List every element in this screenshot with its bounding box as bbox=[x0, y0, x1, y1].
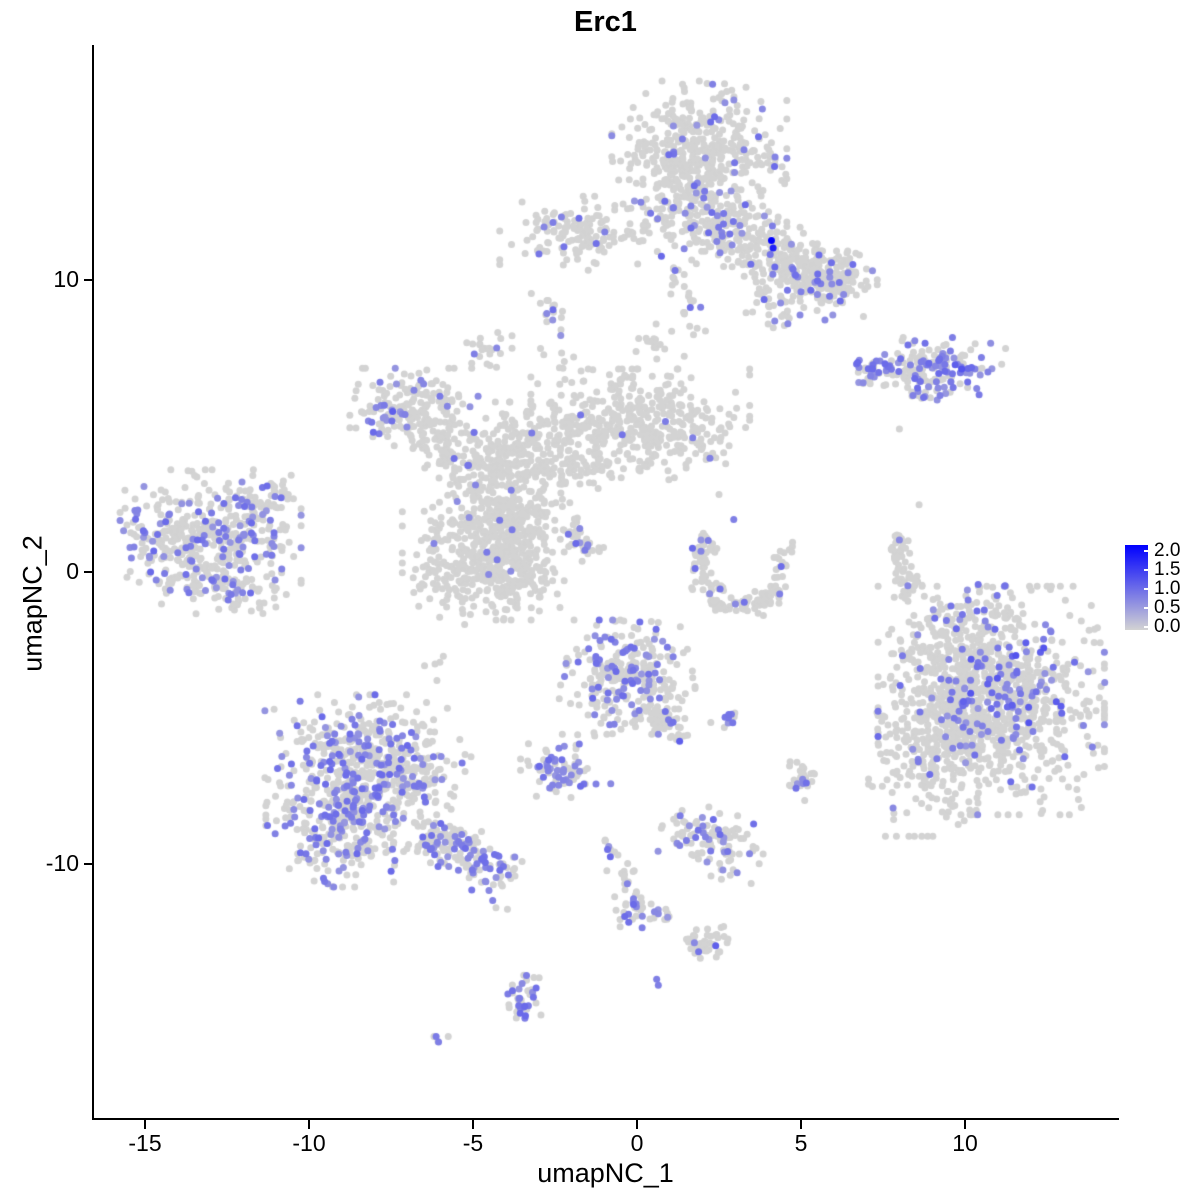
y-axis-line bbox=[92, 45, 94, 1120]
x-tick-label: -5 bbox=[462, 1130, 484, 1156]
y-tick-label: -10 bbox=[45, 850, 79, 876]
y-tick bbox=[84, 571, 93, 573]
legend-tick-label: 0.0 bbox=[1154, 616, 1181, 637]
legend-tick bbox=[1144, 588, 1148, 590]
x-tick bbox=[964, 1120, 966, 1129]
legend-tick bbox=[1144, 607, 1148, 609]
y-tick-label: 0 bbox=[66, 558, 79, 584]
x-tick bbox=[800, 1120, 802, 1129]
legend-gradient-bar bbox=[1125, 545, 1148, 630]
legend-tick bbox=[1144, 569, 1148, 571]
legend-tick-label: 0.5 bbox=[1154, 597, 1181, 618]
x-tick-label: -10 bbox=[292, 1130, 326, 1156]
y-axis-title: umapNC_2 bbox=[17, 535, 48, 672]
legend-tick-label: 1.5 bbox=[1154, 559, 1181, 580]
x-tick bbox=[472, 1120, 474, 1129]
plot-title: Erc1 bbox=[574, 6, 637, 38]
x-tick-label: -15 bbox=[128, 1130, 162, 1156]
legend-tick-label: 2.0 bbox=[1154, 540, 1181, 561]
legend-tick bbox=[1144, 626, 1148, 628]
y-tick-label: 10 bbox=[53, 266, 79, 292]
x-axis-line bbox=[92, 1118, 1119, 1120]
x-tick-label: 5 bbox=[794, 1130, 808, 1156]
x-tick-label: 10 bbox=[952, 1130, 978, 1156]
y-tick bbox=[84, 279, 93, 281]
legend-tick-label: 1.0 bbox=[1154, 578, 1181, 599]
x-tick bbox=[636, 1120, 638, 1129]
y-tick bbox=[84, 863, 93, 865]
legend-tick bbox=[1144, 550, 1148, 552]
x-tick bbox=[144, 1120, 146, 1129]
x-tick-label: 0 bbox=[630, 1130, 644, 1156]
x-axis-title: umapNC_1 bbox=[537, 1158, 674, 1188]
x-tick bbox=[308, 1120, 310, 1129]
